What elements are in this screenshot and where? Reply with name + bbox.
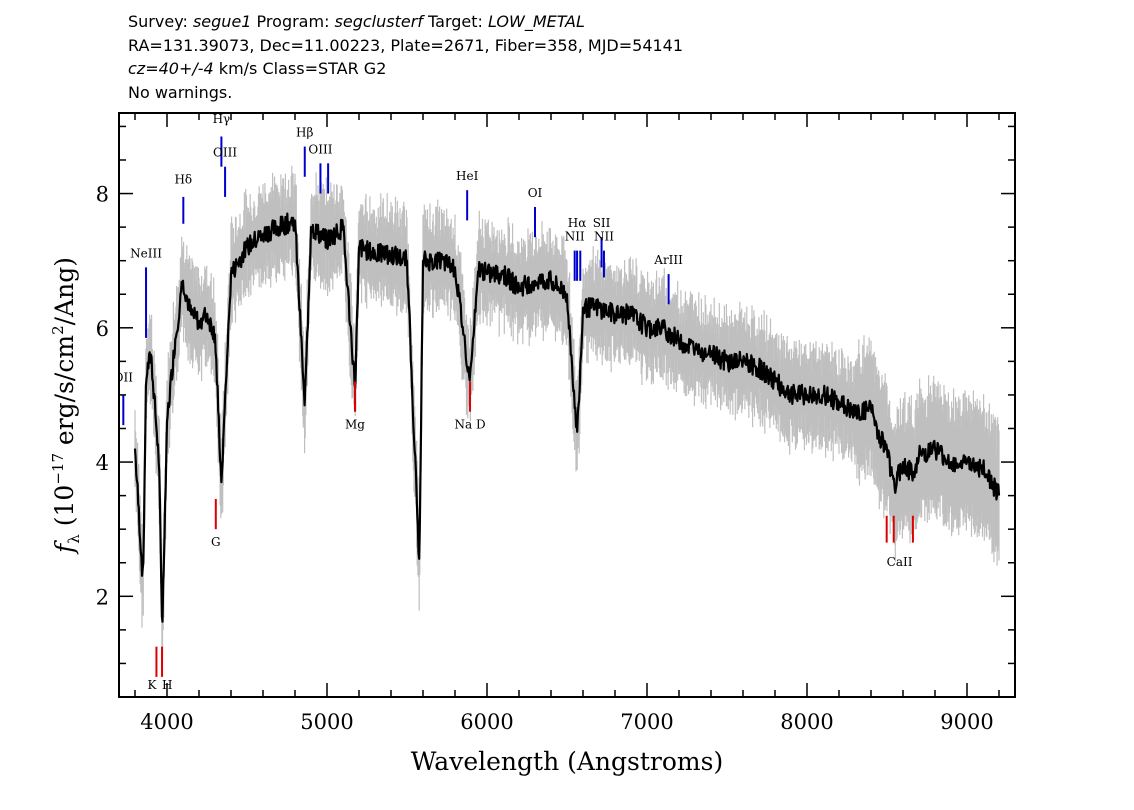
y-tick-label: 4	[96, 451, 109, 475]
y-title-close: /Ang)	[50, 257, 79, 325]
absorption-line-label: Mg	[345, 417, 365, 431]
emission-line-label: Hβ	[296, 125, 313, 139]
survey-label: Survey:	[128, 12, 193, 31]
x-tick-label: 6000	[460, 710, 513, 734]
y-title-lambda: λ	[65, 534, 83, 544]
x-tick-label: 9000	[940, 710, 993, 734]
survey-value: segue1	[192, 12, 252, 31]
target-label: Target:	[422, 12, 488, 31]
emission-line-label: OII	[114, 371, 134, 385]
target-value: LOW_METAL	[488, 12, 585, 31]
y-tick-label: 6	[96, 317, 109, 341]
y-title-units: erg/s/cm	[50, 335, 79, 453]
redshift-value: cz=40+/-4	[128, 59, 214, 78]
emission-line-label: Hγ	[213, 112, 231, 126]
header-line-coordinates: RA=131.39073, Dec=11.00223, Plate=2671, …	[128, 35, 684, 55]
x-axis-ticks: 4000 5000 6000 7000 8000 9000	[134, 113, 1000, 734]
plot-frame	[118, 112, 1016, 698]
flux-line	[133, 212, 1001, 623]
emission-line-label: ArIII	[653, 253, 683, 267]
emission-line-label: NII	[565, 230, 585, 244]
emission-line-label: Hδ	[174, 172, 192, 186]
emission-line-label: OIII	[308, 142, 332, 156]
x-tick-label: 5000	[300, 710, 353, 734]
header-line-survey: Survey: segue1 Program: segclusterf Targ…	[128, 10, 683, 34]
emission-line-label: Hα	[568, 216, 587, 230]
x-tick-label: 8000	[780, 710, 833, 734]
emission-line-label: NII	[594, 230, 614, 244]
class-text: km/s Class=STAR G2	[213, 59, 387, 78]
emission-line-label: SII	[593, 216, 611, 230]
spectrum-header: Survey: segue1 Program: segclusterf Targ…	[128, 10, 683, 104]
y-title-exponent: −17	[49, 453, 67, 485]
header-line-redshift: cz=40+/-4 km/s Class=STAR G2	[128, 57, 683, 81]
absorption-line-label: G	[211, 535, 221, 549]
absorption-line-label: CaII	[887, 555, 913, 569]
emission-line-label: OIII	[213, 146, 237, 160]
emission-line-label: HeI	[456, 169, 479, 183]
x-tick-label: 7000	[620, 710, 673, 734]
y-axis-title: fλ (10−17 erg/s/cm2/Ang)	[49, 257, 83, 555]
program-label: Program:	[251, 12, 335, 31]
emission-line-label: OI	[528, 186, 543, 200]
y-title-exponent2: 2	[49, 325, 67, 335]
y-tick-label: 8	[96, 183, 109, 207]
absorption-line-label: K	[147, 678, 157, 692]
header-line-warnings: No warnings.	[128, 82, 233, 102]
y-title-f: f	[50, 540, 79, 555]
emission-line-label: NeIII	[130, 246, 162, 260]
x-axis-title: Wavelength (Angstroms)	[411, 747, 723, 776]
y-title-open: (10	[50, 485, 79, 535]
y-tick-label: 2	[96, 585, 109, 609]
y-axis-ticks: 2 4 6 8	[96, 125, 1015, 665]
absorption-line-label: Na D	[454, 417, 485, 431]
x-tick-label: 4000	[140, 710, 193, 734]
program-value: segclusterf	[334, 12, 423, 31]
